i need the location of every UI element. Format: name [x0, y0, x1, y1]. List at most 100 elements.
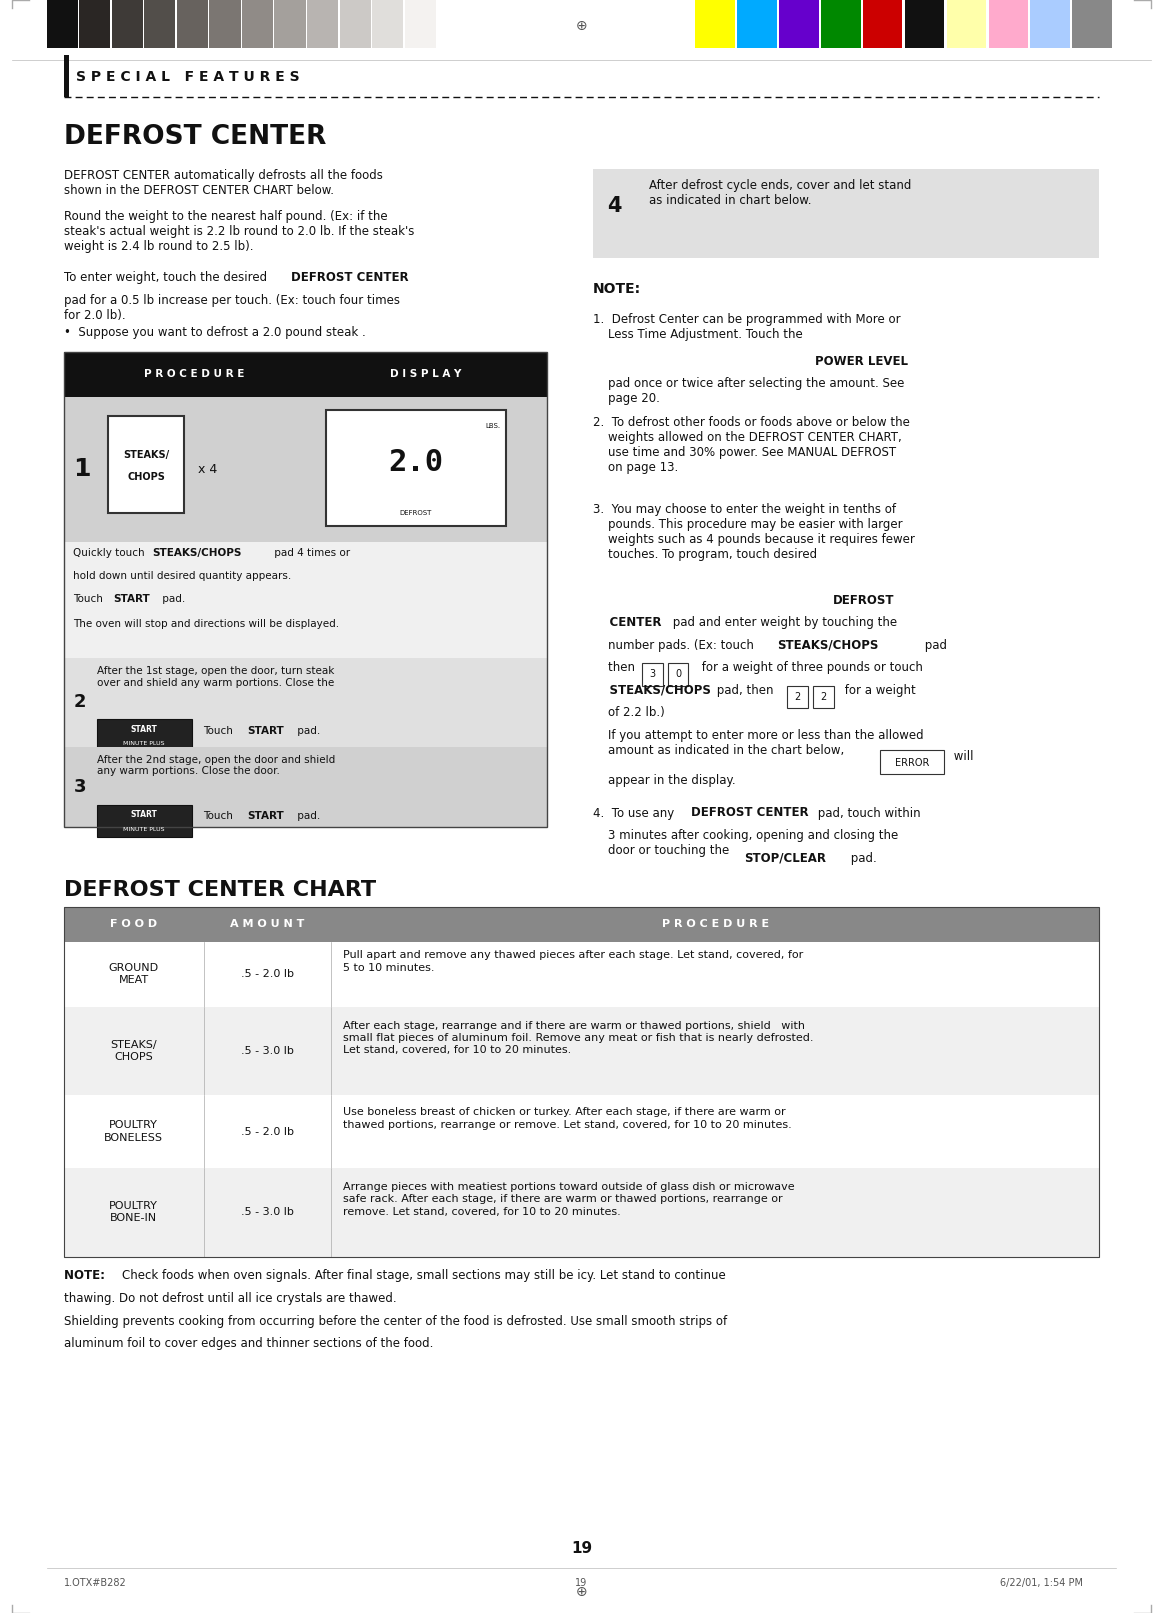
Bar: [79, 0, 110, 48]
Text: pad and enter weight by touching the: pad and enter weight by touching the: [669, 616, 897, 629]
Text: thawing. Do not defrost until all ice crystals are thawed.: thawing. Do not defrost until all ice cr…: [64, 1292, 397, 1305]
Text: 19: 19: [571, 1540, 592, 1557]
Text: STEAKS/CHOPS: STEAKS/CHOPS: [593, 684, 711, 697]
Text: DEFROST CENTER: DEFROST CENTER: [291, 271, 408, 284]
Text: A M O U N T: A M O U N T: [230, 919, 305, 929]
Bar: [64, 1095, 1099, 1168]
Text: 1.OTX#B282: 1.OTX#B282: [64, 1578, 127, 1587]
Text: P R O C E D U R E: P R O C E D U R E: [662, 919, 769, 929]
Text: DEFROST CENTER automatically defrosts all the foods
shown in the DEFROST CENTER : DEFROST CENTER automatically defrosts al…: [64, 169, 383, 197]
Text: 6/22/01, 1:54 PM: 6/22/01, 1:54 PM: [1000, 1578, 1083, 1587]
Text: After the 2nd stage, open the door and shield
any warm portions. Close the door.: After the 2nd stage, open the door and s…: [97, 755, 335, 776]
Bar: [242, 0, 273, 48]
Bar: [64, 542, 547, 658]
Bar: [64, 658, 547, 747]
Text: GROUND
MEAT: GROUND MEAT: [108, 963, 159, 986]
Bar: [372, 0, 404, 48]
Text: Pull apart and remove any thawed pieces after each stage. Let stand, covered, fo: Pull apart and remove any thawed pieces …: [343, 950, 804, 973]
Bar: [47, 0, 78, 48]
Text: 2: 2: [794, 692, 801, 702]
Text: 2: 2: [820, 692, 827, 702]
Text: •  Suppose you want to defrost a 2.0 pound steak .: • Suppose you want to defrost a 2.0 poun…: [64, 326, 365, 339]
Text: Touch: Touch: [73, 594, 106, 603]
Text: pad for a 0.5 lb increase per touch. (Ex: touch four times
for 2.0 lb).: pad for a 0.5 lb increase per touch. (Ex…: [64, 294, 400, 321]
Bar: [64, 1168, 1099, 1257]
Bar: [97, 805, 192, 837]
Text: 3: 3: [649, 669, 656, 679]
Text: 4: 4: [607, 195, 621, 216]
Text: for a weight of three pounds or touch: for a weight of three pounds or touch: [698, 661, 922, 674]
Text: MINUTE PLUS: MINUTE PLUS: [123, 740, 165, 747]
Bar: [108, 416, 184, 513]
Text: pad, then: pad, then: [713, 684, 777, 697]
Text: 4.  To use any: 4. To use any: [593, 806, 678, 819]
Text: To enter weight, touch the desired: To enter weight, touch the desired: [64, 271, 271, 284]
Text: DEFROST CENTER CHART: DEFROST CENTER CHART: [64, 881, 376, 900]
Bar: [1072, 0, 1112, 48]
Text: DEFROST: DEFROST: [833, 594, 894, 606]
Text: 3.  You may choose to enter the weight in tenths of
    pounds. This procedure m: 3. You may choose to enter the weight in…: [593, 503, 915, 561]
Text: START: START: [113, 594, 150, 603]
Bar: [863, 0, 902, 48]
Bar: [64, 907, 1099, 942]
Text: pad 4 times or: pad 4 times or: [271, 548, 350, 558]
Text: CENTER: CENTER: [593, 616, 662, 629]
Bar: [813, 686, 834, 708]
Text: MINUTE PLUS: MINUTE PLUS: [123, 826, 165, 832]
Bar: [64, 352, 547, 827]
Text: S P E C I A L   F E A T U R E S: S P E C I A L F E A T U R E S: [76, 71, 299, 84]
Text: STEAKS/: STEAKS/: [123, 450, 169, 460]
Text: STOP/CLEAR: STOP/CLEAR: [744, 852, 827, 865]
Text: will: will: [950, 750, 973, 763]
Text: x 4: x 4: [198, 463, 217, 476]
Text: Use boneless breast of chicken or turkey. After each stage, if there are warm or: Use boneless breast of chicken or turkey…: [343, 1108, 792, 1129]
Text: The oven will stop and directions will be displayed.: The oven will stop and directions will b…: [73, 619, 340, 629]
Text: POULTRY
BONELESS: POULTRY BONELESS: [105, 1121, 163, 1142]
Bar: [144, 0, 176, 48]
Text: DEFROST CENTER: DEFROST CENTER: [64, 124, 327, 150]
Text: Quickly touch: Quickly touch: [73, 548, 148, 558]
Text: pad.: pad.: [294, 811, 321, 821]
Text: START: START: [130, 724, 158, 734]
Text: pad: pad: [921, 639, 947, 652]
Bar: [1030, 0, 1070, 48]
Text: DEFROST CENTER: DEFROST CENTER: [691, 806, 808, 819]
Text: After each stage, rearrange and if there are warm or thawed portions, shield   w: After each stage, rearrange and if there…: [343, 1021, 814, 1055]
Text: Shielding prevents cooking from occurring before the center of the food is defro: Shielding prevents cooking from occurrin…: [64, 1315, 727, 1327]
Text: 3 minutes after cooking, opening and closing the
    door or touching the: 3 minutes after cooking, opening and clo…: [593, 829, 898, 857]
Text: Touch: Touch: [204, 811, 236, 821]
Text: STEAKS/CHOPS: STEAKS/CHOPS: [777, 639, 878, 652]
Text: pad, touch within: pad, touch within: [814, 806, 921, 819]
Bar: [821, 0, 861, 48]
Text: of 2.2 lb.): of 2.2 lb.): [593, 706, 665, 719]
Text: F O O D: F O O D: [110, 919, 157, 929]
Text: POULTRY
BONE-IN: POULTRY BONE-IN: [109, 1202, 158, 1223]
Text: 1.  Defrost Center can be programmed with More or
    Less Time Adjustment. Touc: 1. Defrost Center can be programmed with…: [593, 313, 901, 340]
Text: D I S P L A Y: D I S P L A Y: [391, 369, 462, 379]
Bar: [64, 352, 547, 397]
Bar: [177, 0, 208, 48]
Text: pad.: pad.: [159, 594, 186, 603]
Text: P R O C E D U R E: P R O C E D U R E: [144, 369, 244, 379]
Text: .5 - 3.0 lb: .5 - 3.0 lb: [241, 1207, 294, 1218]
Text: .5 - 2.0 lb: .5 - 2.0 lb: [241, 1126, 294, 1137]
Bar: [274, 0, 306, 48]
Text: Check foods when oven signals. After final stage, small sections may still be ic: Check foods when oven signals. After fin…: [122, 1269, 726, 1282]
Text: 1: 1: [72, 458, 91, 481]
Text: NOTE:: NOTE:: [593, 282, 641, 297]
Text: aluminum foil to cover edges and thinner sections of the food.: aluminum foil to cover edges and thinner…: [64, 1337, 434, 1350]
Text: START: START: [248, 726, 285, 736]
Text: 2: 2: [74, 694, 86, 711]
Text: ⊕: ⊕: [576, 19, 587, 32]
Bar: [695, 0, 735, 48]
Bar: [668, 663, 688, 686]
Text: LBS.: LBS.: [485, 423, 500, 429]
Text: for a weight: for a weight: [841, 684, 915, 697]
Bar: [593, 169, 1099, 258]
Bar: [64, 55, 69, 97]
Text: Touch: Touch: [204, 726, 236, 736]
Text: START: START: [248, 811, 285, 821]
Text: Arrange pieces with meatiest portions toward outside of glass dish or microwave
: Arrange pieces with meatiest portions to…: [343, 1182, 794, 1216]
Bar: [64, 397, 547, 542]
Text: then: then: [593, 661, 638, 674]
